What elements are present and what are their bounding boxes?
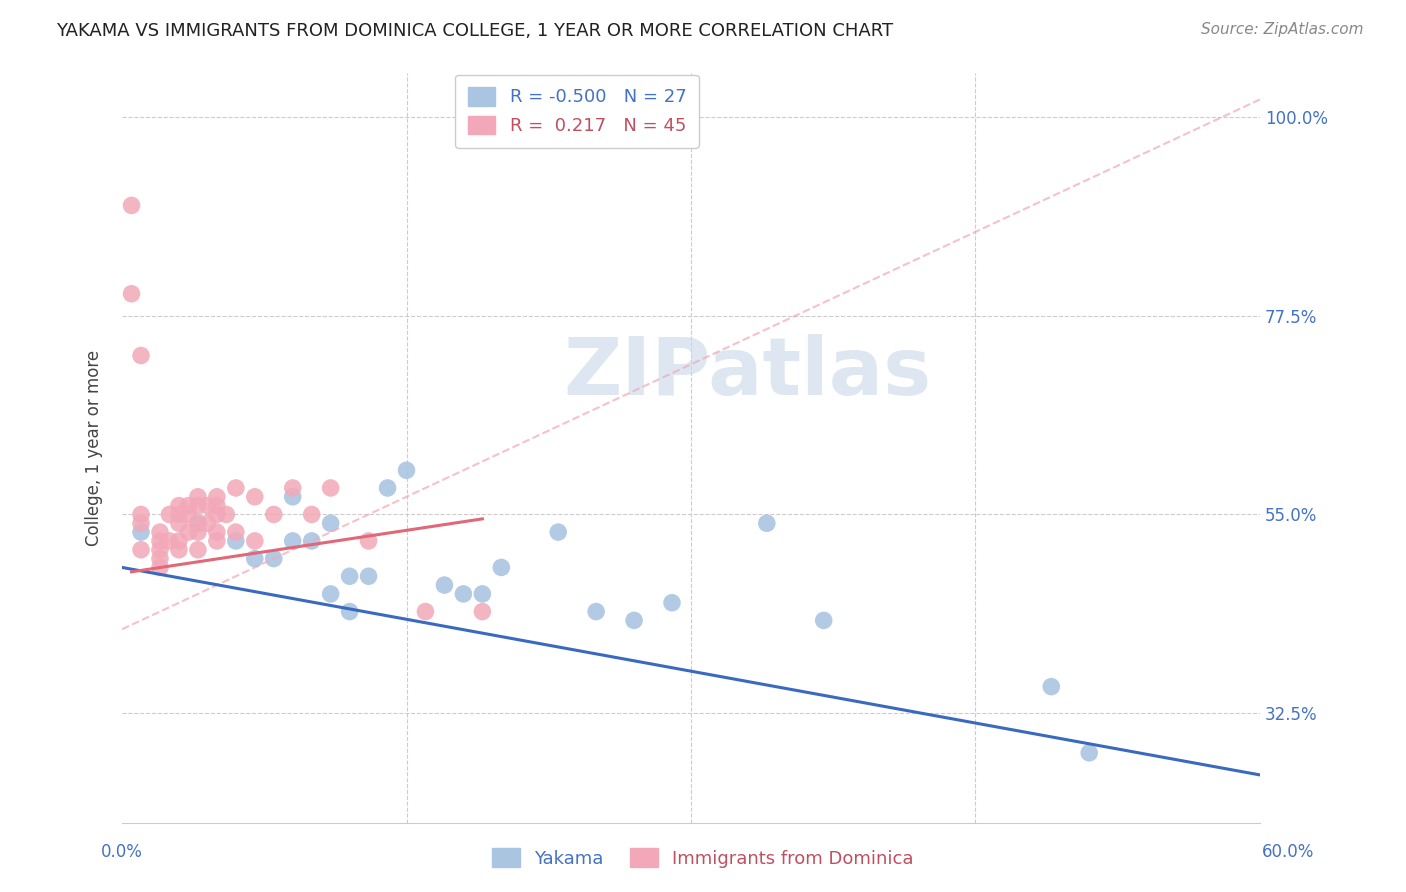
Point: [263, 508, 285, 522]
Point: [121, 286, 143, 301]
Point: [281, 533, 304, 548]
Point: [187, 499, 209, 513]
Point: [149, 533, 172, 548]
Legend: R = -0.500   N = 27, R =  0.217   N = 45: R = -0.500 N = 27, R = 0.217 N = 45: [456, 75, 699, 147]
Point: [129, 516, 152, 531]
Point: [149, 542, 172, 557]
Point: [177, 508, 200, 522]
Point: [187, 525, 209, 540]
Point: [177, 499, 200, 513]
Point: [319, 481, 342, 495]
Point: [205, 525, 228, 540]
Point: [177, 525, 200, 540]
Point: [205, 490, 228, 504]
Point: [243, 533, 266, 548]
Point: [121, 198, 143, 212]
Text: 60.0%: 60.0%: [1263, 843, 1315, 861]
Point: [357, 569, 380, 583]
Point: [225, 481, 247, 495]
Point: [319, 516, 342, 531]
Point: [243, 551, 266, 566]
Point: [547, 525, 569, 540]
Point: [1078, 746, 1101, 760]
Point: [263, 551, 285, 566]
Point: [215, 508, 238, 522]
Point: [661, 596, 683, 610]
Point: [149, 560, 172, 574]
Point: [167, 516, 190, 531]
Point: [205, 533, 228, 548]
Point: [813, 614, 835, 628]
Point: [377, 481, 399, 495]
Point: [225, 533, 247, 548]
Point: [243, 490, 266, 504]
Point: [301, 533, 323, 548]
Point: [149, 525, 172, 540]
Point: [357, 533, 380, 548]
Text: ZIPatlas: ZIPatlas: [564, 334, 932, 412]
Point: [339, 605, 361, 619]
Point: [319, 587, 342, 601]
Point: [471, 605, 494, 619]
Point: [623, 614, 645, 628]
Point: [225, 525, 247, 540]
Legend: Yakama, Immigrants from Dominica: Yakama, Immigrants from Dominica: [482, 838, 924, 879]
Point: [187, 516, 209, 531]
Point: [585, 605, 607, 619]
Point: [159, 533, 181, 548]
Point: [129, 349, 152, 363]
Y-axis label: College, 1 year or more: College, 1 year or more: [86, 351, 103, 546]
Text: Source: ZipAtlas.com: Source: ZipAtlas.com: [1201, 22, 1364, 37]
Text: YAKAMA VS IMMIGRANTS FROM DOMINICA COLLEGE, 1 YEAR OR MORE CORRELATION CHART: YAKAMA VS IMMIGRANTS FROM DOMINICA COLLE…: [56, 22, 893, 40]
Point: [149, 551, 172, 566]
Point: [755, 516, 778, 531]
Point: [301, 508, 323, 522]
Point: [453, 587, 475, 601]
Point: [159, 508, 181, 522]
Point: [205, 499, 228, 513]
Point: [205, 508, 228, 522]
Point: [197, 499, 219, 513]
Point: [167, 533, 190, 548]
Point: [167, 499, 190, 513]
Point: [129, 542, 152, 557]
Point: [167, 542, 190, 557]
Point: [167, 508, 190, 522]
Point: [187, 542, 209, 557]
Point: [1040, 680, 1063, 694]
Point: [415, 605, 437, 619]
Point: [395, 463, 418, 477]
Point: [129, 508, 152, 522]
Point: [129, 525, 152, 540]
Point: [187, 516, 209, 531]
Point: [471, 587, 494, 601]
Point: [281, 481, 304, 495]
Point: [433, 578, 456, 592]
Point: [281, 490, 304, 504]
Point: [197, 516, 219, 531]
Text: 0.0%: 0.0%: [101, 843, 143, 861]
Point: [339, 569, 361, 583]
Point: [491, 560, 513, 574]
Point: [187, 490, 209, 504]
